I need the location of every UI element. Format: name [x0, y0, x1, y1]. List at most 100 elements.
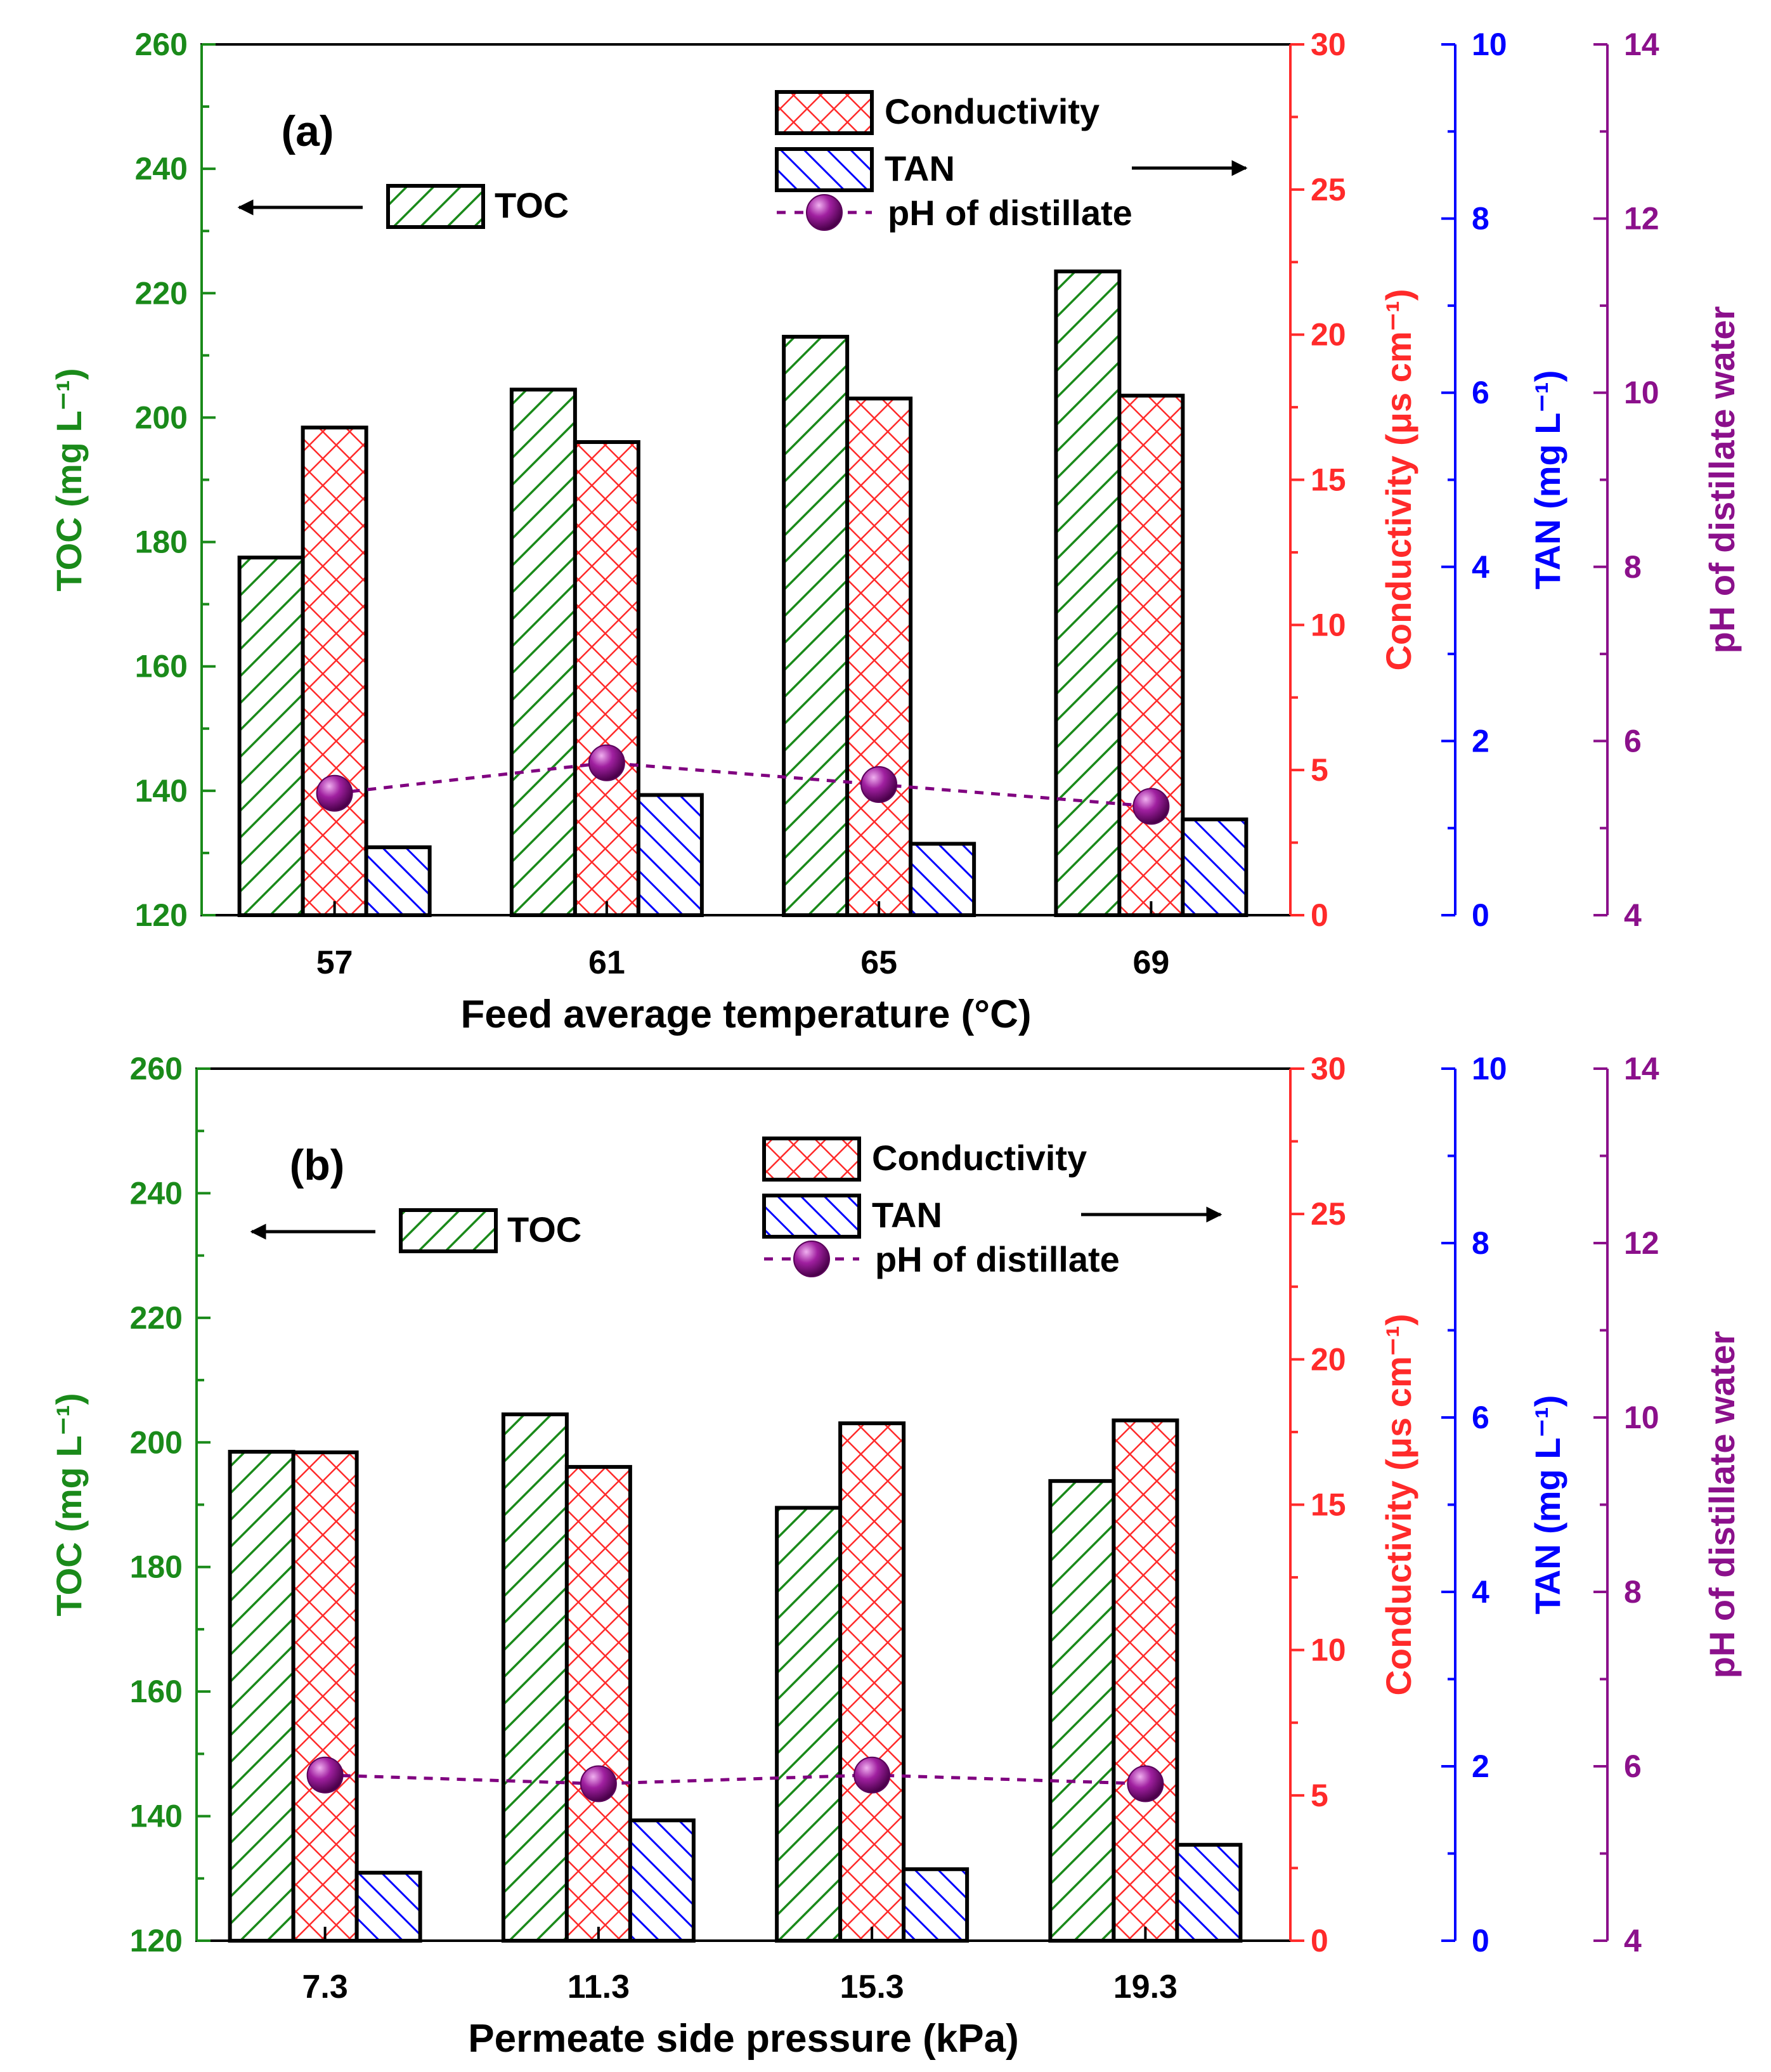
toc-bar: [228, 1450, 295, 1943]
tan-bar: [902, 1867, 970, 1943]
conductivity-tick-label: 25: [1311, 172, 1346, 207]
toc-tick-label: 200: [130, 1424, 183, 1460]
tan-bar: [1181, 817, 1249, 917]
panel-label: (b): [290, 1141, 345, 1189]
ph-tick-label: 8: [1624, 549, 1642, 585]
conductivity-tick-label: 10: [1311, 1632, 1346, 1668]
conductivity-axis-title: Conductivity (μs cm⁻¹): [1379, 1313, 1418, 1695]
ph-tick-label: 6: [1624, 723, 1642, 759]
ph-data-point: [1132, 788, 1170, 825]
tan-tick-label: 4: [1472, 1574, 1489, 1610]
legend-toc-swatch: [399, 1208, 498, 1253]
toc-tick-label: 180: [135, 525, 188, 560]
conductivity-tick-label: 20: [1311, 1341, 1346, 1377]
panel-a: 120 140 160 180 200 220 240 2 6 0 TOC (mg L⁻¹) 0 5 10…: [49, 27, 1742, 1036]
conductivity-bar: [1112, 1418, 1179, 1943]
legend-ph-marker: [806, 194, 843, 231]
legend-tan-swatch: [762, 1194, 861, 1239]
ph-series-line: [334, 761, 1151, 808]
conductivity-bar: [1117, 393, 1185, 917]
ph-data-point: [860, 766, 898, 804]
ph-data-point: [853, 1756, 891, 1794]
tan-tick-label: 0: [1472, 897, 1489, 933]
conductivity-bar: [845, 396, 913, 917]
tan-tick-label: 6: [1472, 1400, 1489, 1435]
toc-tick-label: 160: [135, 649, 188, 684]
panel-label: (a): [281, 107, 334, 155]
ph-tick-label: 10: [1624, 1400, 1659, 1435]
ph-tick-label: 4: [1624, 897, 1642, 933]
conductivity-axis-title: Conductivity (μs cm⁻¹): [1379, 289, 1418, 670]
legend-conductivity-swatch: [762, 1137, 861, 1182]
conductivity-tick-label: 15: [1311, 1487, 1346, 1523]
ph-tick-label: 10: [1624, 375, 1659, 410]
conductivity-tick-label: 10: [1311, 607, 1346, 642]
legend-tan-swatch: [775, 147, 874, 192]
ph-series-line: [325, 1773, 1146, 1786]
ph-data-point: [580, 1765, 617, 1802]
toc-tick-label: 240: [135, 151, 188, 186]
x-tick-label: 57: [316, 944, 353, 981]
toc-axis-title: TOC (mg L⁻¹): [49, 368, 89, 591]
legend-toc-label: TOC: [495, 185, 569, 225]
toc-bar: [775, 1506, 843, 1943]
toc-bar: [1054, 269, 1122, 918]
tan-tick-label: 4: [1472, 549, 1489, 585]
x-tick-label: 69: [1132, 944, 1169, 981]
toc-tick-label: 140: [130, 1799, 183, 1834]
toc-tick-label: 220: [135, 275, 188, 311]
toc-tick-label: 140: [135, 773, 188, 809]
ph-data-point: [1127, 1765, 1164, 1802]
x-tick-label: 15.3: [840, 1969, 904, 2005]
ph-tick-label: 12: [1624, 201, 1659, 237]
toc-tick-label: 160: [130, 1674, 183, 1709]
conductivity-bar: [838, 1421, 906, 1943]
x-tick-label: 7.3: [302, 1969, 347, 2005]
tan-tick-label: 8: [1472, 201, 1489, 237]
conductivity-bar: [573, 440, 640, 917]
ph-tick-label: 12: [1624, 1225, 1659, 1261]
toc-axis-title: TOC (mg L⁻¹): [49, 1393, 89, 1616]
tan-bar: [354, 1870, 422, 1943]
conductivity-bar: [301, 426, 368, 917]
tan-bar: [909, 842, 976, 917]
conductivity-tick-label: 15: [1311, 462, 1346, 498]
tan-axis-title: TAN (mg L⁻¹): [1528, 1395, 1567, 1615]
tan-bar: [364, 845, 432, 918]
conductivity-bar: [564, 1464, 632, 1943]
ph-tick-label: 14: [1624, 27, 1659, 62]
ph-tick-label: 4: [1624, 1923, 1642, 1958]
toc-tick-label: 120: [135, 897, 188, 933]
x-axis-title: Permeate side pressure (kPa): [468, 2017, 1018, 2061]
legend-tan-label: TAN: [872, 1195, 942, 1235]
conductivity-tick-label: 20: [1311, 317, 1346, 353]
conductivity-tick-label: 25: [1311, 1196, 1346, 1232]
toc-tick-label: 260: [130, 1051, 183, 1086]
conductivity-tick-label: 5: [1311, 752, 1328, 788]
x-tick-label: 65: [860, 944, 897, 981]
legend-ph-label: pH of distillate: [888, 193, 1132, 233]
legend-tan-label: TAN: [885, 148, 955, 188]
tan-tick-label: 10: [1472, 1051, 1507, 1086]
conductivity-tick-label: 5: [1311, 1778, 1328, 1813]
tan-tick-label: 6: [1472, 375, 1489, 410]
toc-bar: [1048, 1479, 1116, 1943]
tan-tick-label: 2: [1472, 723, 1489, 759]
x-axis-title: Feed average temperature (°C): [461, 993, 1032, 1036]
legend-ph-marker: [793, 1241, 830, 1277]
toc-tick-label: 220: [130, 1300, 183, 1336]
conductivity-tick-label: 0: [1311, 897, 1328, 933]
ph-data-point: [316, 774, 353, 812]
ph-axis-title: pH of distillate water: [1702, 1331, 1742, 1679]
tan-bar: [628, 1818, 696, 1943]
toc-tick-label: 240: [130, 1175, 183, 1211]
tan-tick-label: 10: [1472, 27, 1507, 62]
toc-tick-label: 200: [135, 400, 188, 435]
tan-bar: [636, 793, 704, 917]
toc-bar: [501, 1412, 569, 1943]
conductivity-tick-label: 30: [1311, 27, 1346, 62]
x-tick-label: 61: [588, 944, 625, 981]
ph-data-point: [306, 1756, 344, 1794]
